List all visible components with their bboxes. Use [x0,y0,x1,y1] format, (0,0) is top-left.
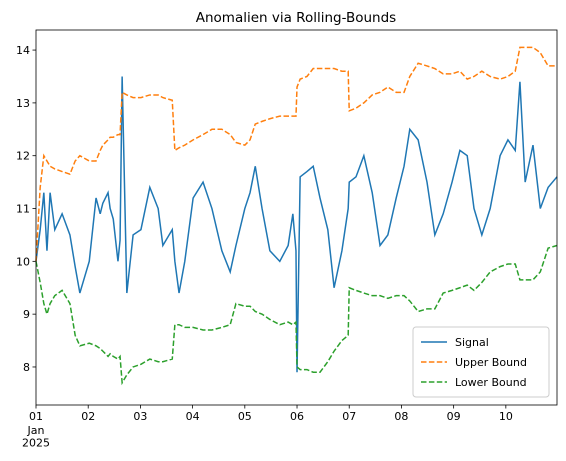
y-tick-label: 10 [16,255,30,268]
x-tick-sublabel: Jan [27,424,45,437]
x-tick-sublabel: 2025 [22,437,50,450]
series-line [35,76,558,373]
series-line [35,46,557,262]
x-tick-label: 04 [186,410,200,423]
legend-label: Lower Bound [455,376,527,389]
x-tick-label: 05 [238,410,252,423]
legend-box [412,326,550,398]
series-line [35,244,558,386]
legend-label: Upper Bound [455,356,527,369]
x-tick-label: 01 [29,410,43,423]
axes-frame [35,29,558,406]
y-tick-label: 8 [23,361,30,374]
y-tick-label: 12 [16,150,30,163]
y-tick-label: 11 [16,203,30,216]
x-tick-label: 06 [290,410,304,423]
chart-title: Anomalien via Rolling-Bounds [196,10,396,26]
y-tick-label: 14 [16,44,30,57]
x-tick-label: 10 [499,410,513,423]
x-tick-label: 03 [133,410,147,423]
y-tick-label: 9 [23,308,30,321]
legend-label: Signal [455,336,489,349]
x-tick-label: 07 [342,410,356,423]
x-tick-label: 08 [394,410,408,423]
y-tick-label: 13 [16,97,30,110]
x-tick-label: 09 [447,410,461,423]
x-tick-label: 02 [81,410,95,423]
